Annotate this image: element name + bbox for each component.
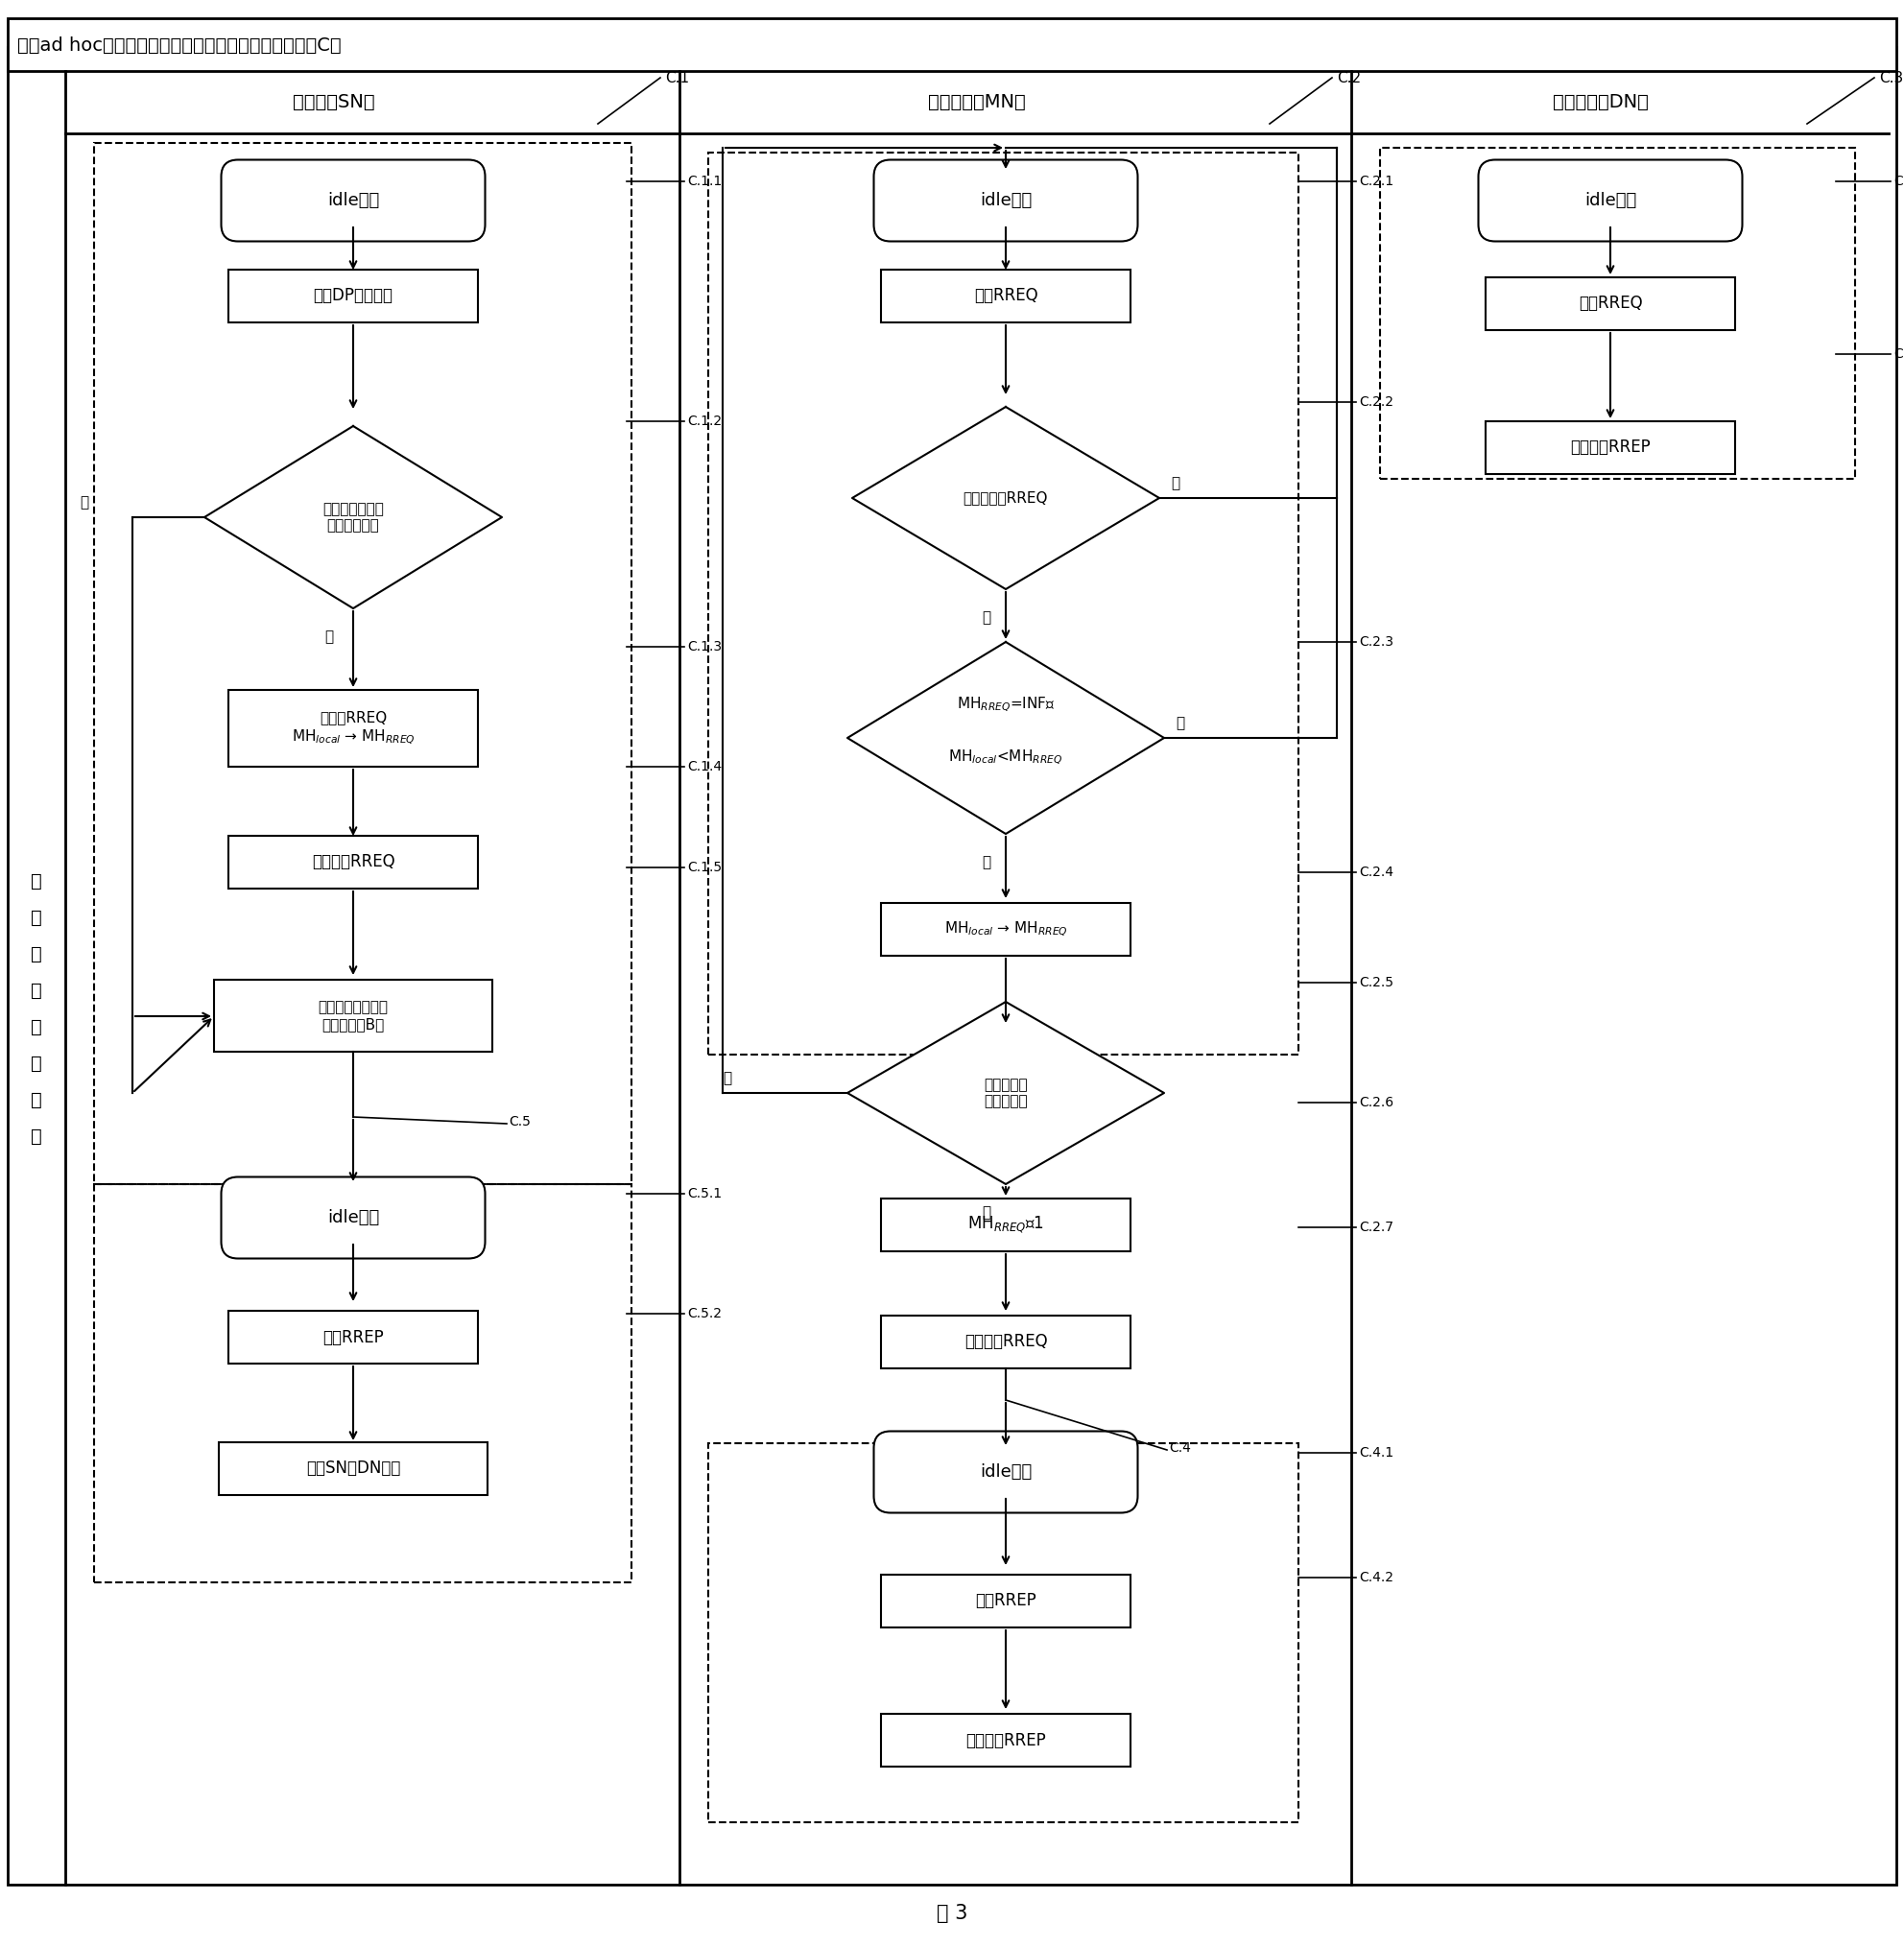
Text: C.2.4: C.2.4 [1359,866,1394,878]
FancyBboxPatch shape [8,47,1896,1885]
FancyBboxPatch shape [874,160,1139,241]
Text: MH$_{RREQ}$加1: MH$_{RREQ}$加1 [967,1215,1043,1234]
FancyBboxPatch shape [882,269,1131,323]
FancyBboxPatch shape [1485,276,1735,331]
Text: 是否为中断
链路端节点: 是否为中断 链路端节点 [984,1077,1028,1108]
Text: 广播传送RREQ: 广播传送RREQ [312,853,394,870]
Text: 程: 程 [30,1127,42,1145]
Text: 部: 部 [30,909,42,927]
Text: MH$_{local}$ → MH$_{RREQ}$: MH$_{local}$ → MH$_{RREQ}$ [944,921,1068,938]
Text: 初始化RREQ
MH$_{local}$ → MH$_{RREQ}$: 初始化RREQ MH$_{local}$ → MH$_{RREQ}$ [291,711,415,746]
Text: 否: 否 [982,611,990,625]
FancyBboxPatch shape [213,979,493,1051]
Text: C.2.7: C.2.7 [1359,1221,1394,1234]
FancyBboxPatch shape [228,269,478,323]
Text: C.5.2: C.5.2 [687,1306,722,1320]
Text: 收到RREQ: 收到RREQ [973,288,1038,304]
Text: 是: 是 [1171,477,1180,491]
Text: 本地路由表是否
存在路由信息: 本地路由表是否 存在路由信息 [322,502,385,533]
FancyBboxPatch shape [8,18,1896,70]
Polygon shape [204,426,503,607]
Text: 移动ad hoc网络按需类路由的局部路由发现方法（过程C）: 移动ad hoc网络按需类路由的局部路由发现方法（过程C） [17,35,341,55]
Text: 收到RREP: 收到RREP [975,1593,1036,1610]
FancyBboxPatch shape [228,835,478,888]
FancyBboxPatch shape [221,160,486,241]
Polygon shape [853,407,1160,590]
Text: idle状态: idle状态 [327,193,379,208]
FancyBboxPatch shape [882,903,1131,956]
Text: C.5: C.5 [508,1116,531,1129]
Text: C.5.1: C.5.1 [687,1188,722,1201]
Text: C.4: C.4 [1169,1441,1190,1454]
Text: MH$_{local}$<MH$_{RREQ}$: MH$_{local}$<MH$_{RREQ}$ [948,748,1062,767]
Text: 建立SN到DN路由: 建立SN到DN路由 [307,1460,400,1478]
Text: 单播传送RREP: 单播传送RREP [1571,438,1651,456]
Text: C.1.1: C.1.1 [687,175,722,189]
Text: 源节点（SN）: 源节点（SN） [293,93,375,111]
Text: 由: 由 [30,981,42,1001]
FancyBboxPatch shape [228,1310,478,1363]
Text: C.2.1: C.2.1 [1359,175,1394,189]
Text: 否: 否 [724,1071,731,1086]
Text: C.4.2: C.4.2 [1359,1571,1394,1585]
Text: MH$_{RREQ}$=INF或: MH$_{RREQ}$=INF或 [956,695,1055,715]
Text: 目的节点（DN）: 目的节点（DN） [1554,93,1649,111]
FancyBboxPatch shape [882,1199,1131,1252]
Text: idle状态: idle状态 [1584,193,1636,208]
Text: 否: 否 [326,631,333,644]
Text: C.3: C.3 [1879,70,1904,86]
Text: 是: 是 [982,855,990,870]
Text: 收到RREP: 收到RREP [322,1328,385,1345]
FancyBboxPatch shape [221,1176,486,1258]
FancyBboxPatch shape [874,1431,1139,1513]
Text: 否: 否 [1175,716,1184,730]
Text: C.1: C.1 [664,70,689,86]
FancyBboxPatch shape [1478,160,1742,241]
Text: 路: 路 [30,944,42,964]
Text: 转入数据报文传送
过程（过程B）: 转入数据报文传送 过程（过程B） [318,1001,388,1032]
Text: idle状态: idle状态 [981,193,1032,208]
FancyBboxPatch shape [1485,421,1735,473]
Text: C.4.1: C.4.1 [1359,1447,1394,1460]
Text: C.1.4: C.1.4 [687,759,722,773]
FancyBboxPatch shape [882,1713,1131,1766]
Text: 局: 局 [30,872,42,890]
Text: C.2.6: C.2.6 [1359,1096,1394,1110]
Text: idle状态: idle状态 [327,1209,379,1227]
Text: 收到RREQ: 收到RREQ [1578,296,1643,312]
Text: C.1.2: C.1.2 [687,415,722,428]
Polygon shape [847,1003,1163,1184]
Text: C.3.2: C.3.2 [1893,347,1904,360]
FancyBboxPatch shape [228,689,478,767]
Text: 是: 是 [80,496,88,510]
Text: 广播传送RREQ: 广播传送RREQ [963,1334,1047,1351]
Text: C.2.5: C.2.5 [1359,975,1394,989]
Text: C.2: C.2 [1337,70,1361,86]
Text: C.1.3: C.1.3 [687,641,722,654]
FancyBboxPatch shape [882,1575,1131,1628]
Text: 是否为重复RREQ: 是否为重复RREQ [963,491,1049,504]
Text: 收到DP传送请求: 收到DP传送请求 [314,288,392,304]
Text: 过: 过 [30,1090,42,1110]
Text: 是: 是 [982,1205,990,1221]
Text: C.1.5: C.1.5 [687,861,722,874]
Text: C.2.2: C.2.2 [1359,395,1394,409]
Text: 图 3: 图 3 [937,1904,967,1924]
Text: C.3.1: C.3.1 [1893,175,1904,189]
Text: 发: 发 [30,1018,42,1036]
FancyBboxPatch shape [219,1443,487,1495]
Text: 现: 现 [30,1055,42,1073]
Text: C.2.3: C.2.3 [1359,635,1394,648]
Text: idle状态: idle状态 [981,1464,1032,1480]
FancyBboxPatch shape [882,1316,1131,1369]
Text: 中间接点（MN）: 中间接点（MN） [927,93,1026,111]
Text: 单播传送RREP: 单播传送RREP [965,1731,1045,1748]
Polygon shape [847,643,1163,833]
